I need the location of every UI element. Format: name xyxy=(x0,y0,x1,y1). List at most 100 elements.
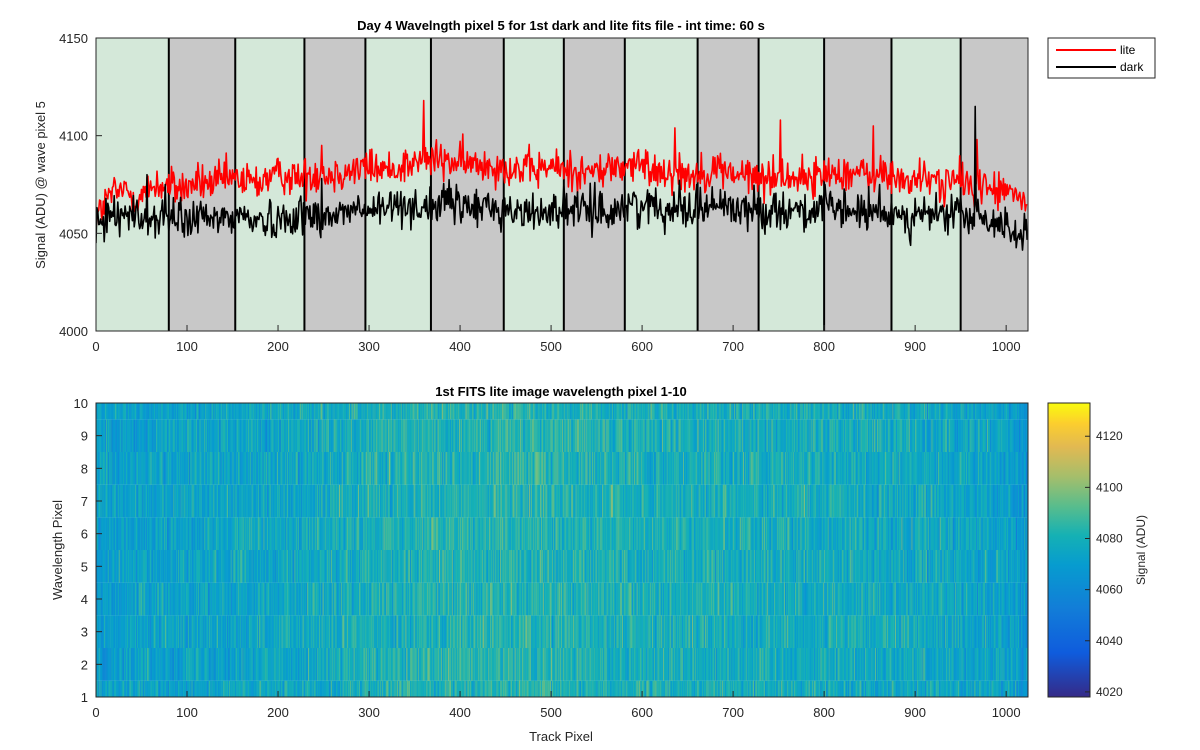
heatmap-cell xyxy=(344,648,346,681)
heatmap-cell xyxy=(403,615,405,648)
heatmap-cell xyxy=(440,550,442,583)
heatmap-cell xyxy=(772,550,774,583)
heatmap-cell xyxy=(286,550,288,583)
heatmap-cell xyxy=(875,648,877,681)
heatmap-cell xyxy=(339,615,342,648)
heatmap-cell xyxy=(363,550,365,583)
heatmap-cell xyxy=(884,680,886,697)
heatmap-cell xyxy=(631,615,633,648)
heatmap-cell xyxy=(226,615,228,648)
heatmap-cell xyxy=(482,550,485,583)
heatmap-cell xyxy=(921,680,923,697)
heatmap-cell xyxy=(602,550,605,583)
heatmap-cell xyxy=(467,648,469,681)
heatmap-cell xyxy=(682,648,684,681)
heatmap-cell xyxy=(764,550,766,583)
heatmap-cell xyxy=(323,615,325,648)
heatmap-cell xyxy=(397,615,399,648)
heatmap-cell xyxy=(960,680,962,697)
heatmap-cell xyxy=(871,648,873,681)
heatmap-cell xyxy=(464,582,466,616)
heatmap-cell xyxy=(473,582,475,616)
heatmap-cell xyxy=(917,615,920,648)
heatmap-cell xyxy=(404,648,406,681)
heatmap-cell xyxy=(615,550,617,583)
heatmap-cell xyxy=(748,615,750,648)
heatmap-cell xyxy=(807,615,809,648)
heatmap-cell xyxy=(877,648,880,681)
heatmap-cell xyxy=(322,680,324,697)
heatmap-cell xyxy=(748,550,750,583)
heatmap-cell xyxy=(836,550,839,583)
heatmap-cell xyxy=(906,648,909,681)
heatmap-cell xyxy=(369,550,371,583)
heatmap-cell xyxy=(402,680,404,697)
heatmap-cell xyxy=(213,680,215,697)
heatmap-cell xyxy=(277,615,279,648)
heatmap-cell xyxy=(788,615,790,648)
heatmap-cell xyxy=(817,648,819,681)
heatmap-cell xyxy=(965,680,967,697)
heatmap-cell xyxy=(440,680,442,697)
heatmap-cell xyxy=(357,550,359,583)
heatmap-axes: 0 100 200 300 400 500 600 700 800 900 1000 1234567… xyxy=(50,384,1148,744)
heatmap-cell xyxy=(556,648,558,681)
heatmap-cell xyxy=(283,550,285,583)
heatmap-cell xyxy=(998,680,1001,697)
heatmap-cell xyxy=(764,615,767,648)
heatmap-cell xyxy=(525,648,527,681)
heatmap-cell xyxy=(757,582,759,616)
heatmap-cell xyxy=(307,582,309,616)
heatmap-cell xyxy=(986,648,988,681)
heatmap-cell xyxy=(446,680,448,697)
heatmap-cell xyxy=(759,615,761,648)
heatmap-cell xyxy=(348,550,350,583)
heatmap-cell xyxy=(141,550,143,583)
heatmap-cell xyxy=(239,582,242,616)
heatmap-cell xyxy=(440,582,442,616)
heatmap-cell xyxy=(685,680,687,697)
heatmap-cell xyxy=(259,615,262,648)
heatmap-cell xyxy=(694,680,697,697)
heatmap-cell xyxy=(808,648,810,681)
heatmap-cell xyxy=(916,648,919,681)
heatmap-cell xyxy=(219,615,221,648)
heatmap-cell xyxy=(292,582,294,616)
heatmap-cell xyxy=(213,648,215,681)
heatmap-cell xyxy=(212,615,214,648)
heatmap-cell xyxy=(332,680,334,697)
heatmap-cell xyxy=(227,582,230,616)
heatmap-cell xyxy=(524,615,526,648)
heatmap-cell xyxy=(222,550,224,583)
heatmap-cell xyxy=(860,648,862,681)
heatmap-cell xyxy=(856,648,859,681)
heatmap-cell xyxy=(566,680,568,697)
heatmap-cell xyxy=(166,648,169,681)
heatmap-cell xyxy=(833,680,835,697)
heatmap-cell xyxy=(225,582,227,616)
heatmap-cell xyxy=(516,582,518,616)
heatmap-cell xyxy=(570,615,572,648)
heatmap-cell xyxy=(177,648,180,681)
heatmap-cell xyxy=(240,648,242,681)
heatmap-cell xyxy=(652,582,654,616)
heatmap-cell xyxy=(647,648,649,681)
heatmap-cell xyxy=(301,615,303,648)
heatmap-cell xyxy=(706,680,708,697)
heatmap-cell xyxy=(685,615,687,648)
heatmap-cell xyxy=(442,648,444,681)
heatmap-cell xyxy=(703,550,706,583)
heatmap-cell xyxy=(497,615,499,648)
heatmap-cell xyxy=(393,680,395,697)
heatmap-cell xyxy=(151,582,153,616)
heatmap-cell xyxy=(459,615,461,648)
heatmap-cell xyxy=(346,648,348,681)
heatmap-cell xyxy=(241,582,243,616)
heatmap-cell xyxy=(263,680,265,697)
heatmap-cell xyxy=(153,582,155,616)
heatmap-cell xyxy=(780,680,782,697)
heatmap-cell xyxy=(329,680,332,697)
heatmap-cell xyxy=(341,550,343,583)
heatmap-cell xyxy=(814,648,816,681)
heatmap-cell xyxy=(608,582,610,616)
